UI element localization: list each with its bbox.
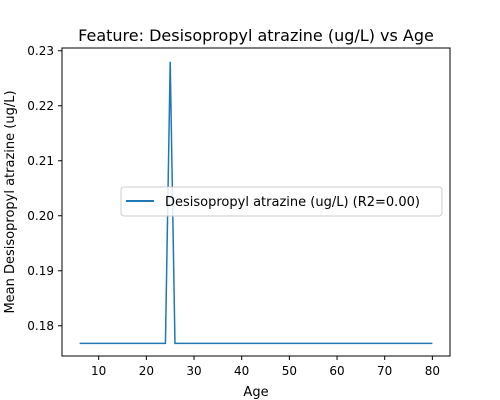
- x-axis-ticks: 10 20 30 40 50 60 70 80: [91, 356, 440, 378]
- legend-box: [120, 186, 443, 217]
- y-tick-label: 0.19: [27, 264, 54, 278]
- y-axis-label: Mean Desisopropyl atrazine (ug/L): [3, 90, 18, 313]
- legend: Desisopropyl atrazine (ug/L) (R2=0.00): [120, 186, 443, 217]
- x-tick-label: 60: [329, 364, 344, 378]
- x-tick-label: 40: [234, 364, 249, 378]
- y-tick-label: 0.22: [27, 99, 54, 113]
- x-axis-label: Age: [243, 385, 268, 400]
- x-tick-label: 80: [425, 364, 440, 378]
- y-tick-label: 0.21: [27, 154, 54, 168]
- x-tick-label: 10: [91, 364, 106, 378]
- y-tick-label: 0.20: [27, 209, 54, 223]
- series-line: [79, 61, 433, 345]
- x-tick-label: 50: [282, 364, 297, 378]
- chart-title: Feature: Desisopropyl atrazine (ug/L) vs…: [78, 26, 434, 45]
- y-axis-ticks: 0.18 0.19 0.20 0.21 0.22 0.23: [27, 44, 62, 333]
- x-tick-label: 70: [377, 364, 392, 378]
- y-tick-label: 0.23: [27, 44, 54, 58]
- y-tick-label: 0.18: [27, 319, 54, 333]
- series-layer: [79, 61, 433, 345]
- legend-label: Desisopropyl atrazine (ug/L) (R2=0.00): [165, 195, 420, 210]
- x-tick-label: 30: [186, 364, 201, 378]
- x-tick-label: 20: [139, 364, 154, 378]
